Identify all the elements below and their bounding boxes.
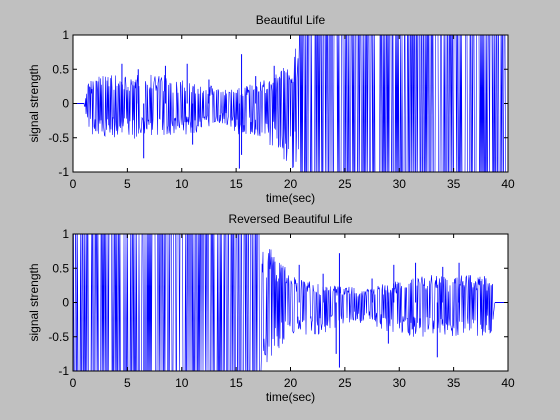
- y-tick-label: 1: [62, 28, 69, 42]
- waveform-top: [73, 34, 506, 173]
- x-tick-label: 10: [175, 376, 189, 390]
- x-ticks-top: 0 5 10 15 20 25 30 35 40: [70, 35, 515, 191]
- x-axis-label-top: time(sec): [266, 191, 315, 205]
- x-tick-label: 25: [338, 376, 352, 390]
- y-tick-label: -1: [58, 165, 69, 179]
- x-tick-label: 10: [175, 177, 189, 191]
- x-ticks-bottom: 0 5 10 15 20 25 30 35 40: [70, 234, 515, 390]
- y-axis-label-bottom: signal strength: [27, 263, 41, 341]
- y-ticks-top: 1 0.5 0 -0.5 -1: [48, 28, 508, 179]
- y-tick-label: -0.5: [48, 131, 69, 145]
- x-tick-label: 35: [447, 177, 461, 191]
- x-tick-label: 0: [70, 376, 77, 390]
- x-tick-label: 15: [229, 177, 243, 191]
- x-tick-label: 15: [229, 376, 243, 390]
- x-tick-label: 40: [501, 177, 515, 191]
- y-ticks-bottom: 1 0.5 0 -0.5 -1: [48, 227, 508, 378]
- x-tick-label: 5: [124, 177, 131, 191]
- y-tick-label: 1: [62, 227, 69, 241]
- y-tick-label: 0: [62, 296, 69, 310]
- y-tick-label: -1: [58, 364, 69, 378]
- x-tick-label: 35: [447, 376, 461, 390]
- chart-title-bottom: Reversed Beautiful Life: [228, 212, 352, 226]
- x-tick-label: 25: [338, 177, 352, 191]
- x-tick-label: 20: [284, 177, 298, 191]
- y-axis-label-top: signal strength: [27, 64, 41, 142]
- y-tick-label: 0.5: [52, 261, 69, 275]
- y-tick-label: 0: [62, 97, 69, 111]
- axes-top: 0 5 10 15 20 25 30 35 40 1 0.5 0 -0.5 -1 Beautiful L…: [27, 13, 515, 205]
- x-tick-label: 30: [393, 177, 407, 191]
- y-tick-label: -0.5: [48, 330, 69, 344]
- x-tick-label: 0: [70, 177, 77, 191]
- x-tick-label: 40: [501, 376, 515, 390]
- chart-title-top: Beautiful Life: [256, 13, 326, 27]
- axes-bottom: 0 5 10 15 20 25 30 35 40 1 0.5 0 -0.5 -1 Reversed Be…: [27, 212, 515, 404]
- x-tick-label: 30: [393, 376, 407, 390]
- x-axis-label-bottom: time(sec): [266, 390, 315, 404]
- x-tick-label: 20: [284, 376, 298, 390]
- y-tick-label: 0.5: [52, 62, 69, 76]
- x-tick-label: 5: [124, 376, 131, 390]
- signal-line: [73, 34, 506, 173]
